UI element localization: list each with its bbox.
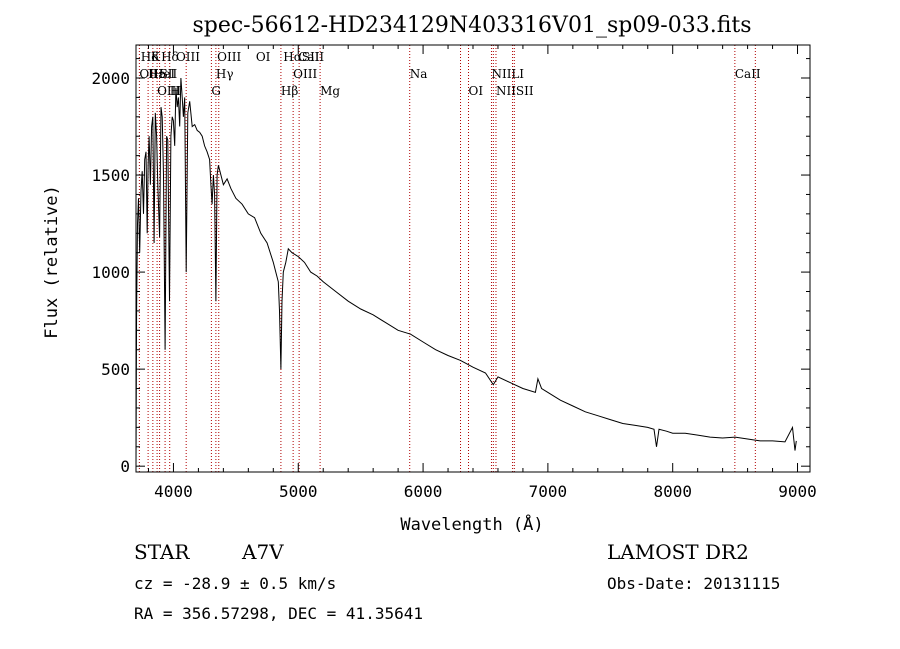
- line-label: CaII: [735, 67, 761, 81]
- line-label: Mg: [320, 84, 340, 98]
- line-label: OIII: [176, 50, 200, 64]
- y-tick-label: 1000: [91, 263, 130, 282]
- line-label: Hδ: [141, 50, 159, 64]
- line-label: LI: [511, 67, 524, 81]
- redshift-cz: cz = -28.9 ± 0.5 km/s: [134, 574, 336, 593]
- y-tick-label: 500: [101, 360, 130, 379]
- line-label: OIII: [157, 84, 181, 98]
- line-label: OII: [139, 67, 159, 81]
- y-axis-label: Flux (relative): [42, 185, 62, 339]
- line-label: OIII: [293, 67, 317, 81]
- y-tick-label: 2000: [91, 69, 130, 88]
- object-type: STAR: [134, 540, 190, 564]
- plot-frame: [135, 44, 811, 473]
- chart-title: spec-56612-HD234129N403316V01_sp09-033.f…: [192, 13, 751, 38]
- line-label: H: [170, 84, 180, 98]
- x-axis-label: Wavelength (Å): [400, 513, 543, 535]
- spectrum-line: [135, 77, 797, 467]
- line-label: G: [211, 84, 221, 98]
- line-label: NII: [491, 67, 511, 81]
- coordinates: RA = 356.57298, DEC = 41.35641: [134, 604, 423, 623]
- line-label: OI: [469, 84, 484, 98]
- x-tick-label: 4000: [154, 482, 193, 501]
- x-tick-label: 7000: [529, 482, 568, 501]
- observation-date: Obs-Date: 20131115: [607, 574, 780, 593]
- x-tick-label: 9000: [778, 482, 817, 501]
- x-tick-label: 6000: [404, 482, 443, 501]
- x-tick-label: 5000: [279, 482, 318, 501]
- line-label: SII: [160, 67, 178, 81]
- line-label: OIII: [217, 50, 241, 64]
- line-label: HeI: [153, 67, 176, 81]
- plot-area: 4000 5000 6000 7000 8000 9000 0 500 1000 1500 2000…: [91, 44, 817, 501]
- survey-name: LAMOST DR2: [607, 540, 749, 564]
- spectral-subclass: A7V: [241, 540, 284, 564]
- line-label: Hδ: [161, 50, 179, 64]
- line-label: K: [151, 50, 161, 64]
- line-label: HαSII: [283, 50, 320, 64]
- y-tick-label: 0: [120, 457, 130, 476]
- line-label: NIISII: [496, 84, 534, 98]
- line-label: OI: [256, 50, 271, 64]
- y-tick-label: 1500: [91, 166, 130, 185]
- line-label: Hβ: [281, 84, 298, 98]
- line-label: Na: [410, 67, 428, 81]
- line-label: Hγ: [216, 67, 234, 81]
- x-tick-label: 8000: [653, 482, 692, 501]
- line-label: CaII: [298, 50, 324, 64]
- line-label: Hε: [148, 67, 165, 81]
